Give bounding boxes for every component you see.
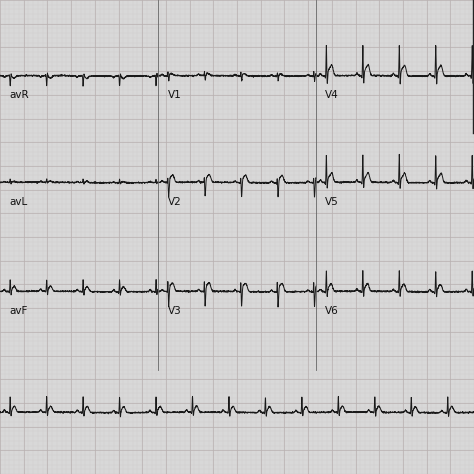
Text: avF: avF (9, 306, 28, 316)
Text: avL: avL (9, 197, 28, 207)
Text: V1: V1 (168, 90, 182, 100)
Text: V2: V2 (168, 197, 182, 207)
Text: V5: V5 (325, 197, 338, 207)
Text: V3: V3 (168, 306, 182, 316)
Text: avR: avR (9, 90, 29, 100)
Text: V6: V6 (325, 306, 338, 316)
Text: V4: V4 (325, 90, 338, 100)
